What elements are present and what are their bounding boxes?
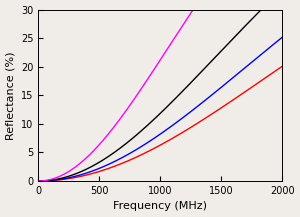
Y-axis label: Reflectance (%): Reflectance (%) [6,51,16,140]
X-axis label: Frequency (MHz): Frequency (MHz) [113,201,207,211]
